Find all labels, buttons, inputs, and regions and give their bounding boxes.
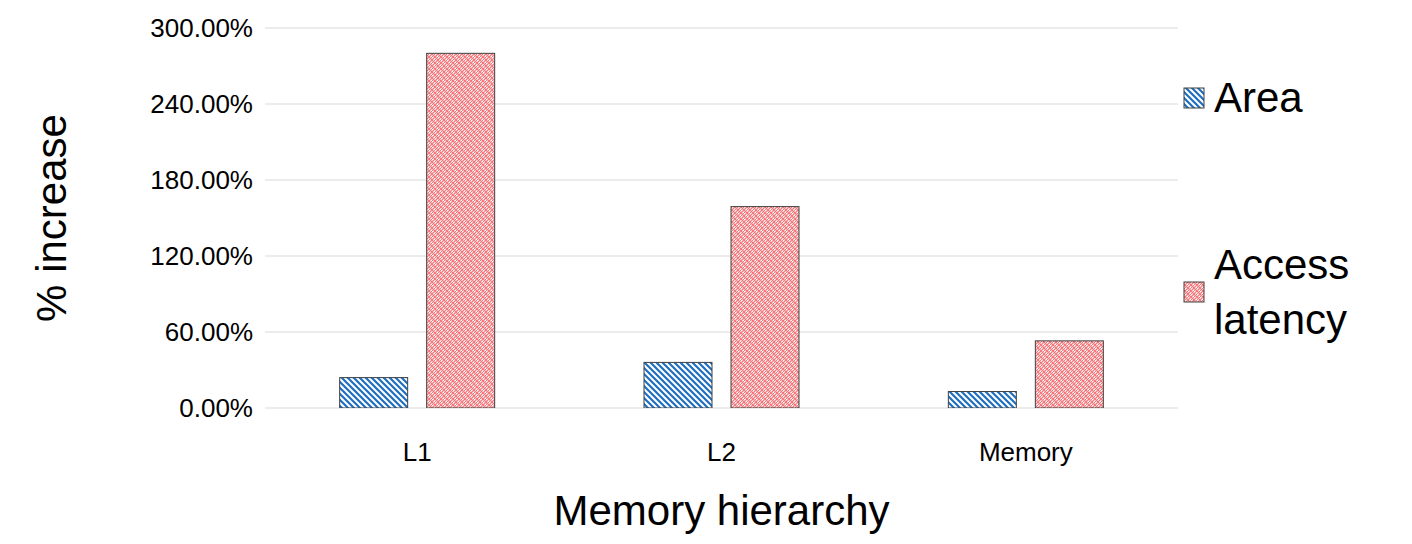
bar	[1035, 341, 1103, 408]
chart: 0.00% 60.00% 120.00% 180.00% 240.00% 300.00% L…	[0, 0, 1412, 544]
chart-svg: 0.00% 60.00% 120.00% 180.00% 240.00% 300.00% L…	[0, 0, 1412, 544]
x-axis-title: Memory hierarchy	[553, 487, 889, 534]
bar	[644, 362, 712, 408]
y-tick-label: 240.00%	[150, 89, 253, 119]
bar	[340, 378, 408, 408]
y-tick-label: 300.00%	[150, 13, 253, 43]
x-tick-label: L1	[403, 437, 432, 467]
grid-line	[265, 104, 1178, 105]
grid-line	[265, 180, 1178, 181]
x-tick-label: Memory	[979, 437, 1073, 467]
x-tick-label: L2	[707, 437, 736, 467]
legend-label: Accesslatency	[1214, 241, 1349, 343]
y-tick-label: 180.00%	[150, 165, 253, 195]
y-tick-label: 60.00%	[165, 317, 253, 347]
y-axis-title: % increase	[28, 114, 75, 322]
bars	[340, 53, 1104, 408]
legend-label: Area	[1214, 74, 1303, 121]
bar	[948, 392, 1016, 408]
legend-swatch	[1184, 88, 1204, 108]
grid-line	[265, 28, 1178, 29]
grid-line	[265, 332, 1178, 333]
bar	[731, 207, 799, 408]
grid-line	[265, 256, 1178, 257]
y-tick-label: 120.00%	[150, 241, 253, 271]
bar	[427, 53, 495, 408]
legend-swatch	[1184, 282, 1204, 302]
y-tick-label: 0.00%	[179, 393, 253, 423]
